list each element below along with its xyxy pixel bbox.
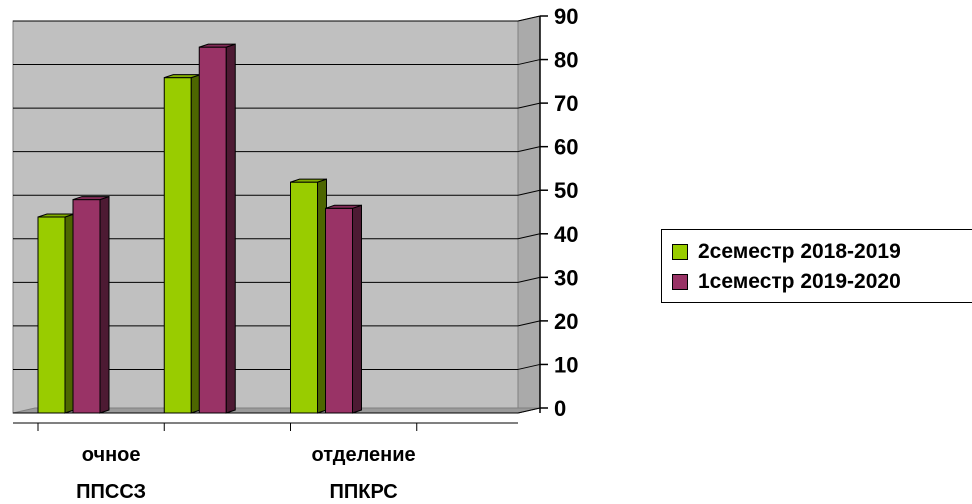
gridline-side bbox=[517, 320, 541, 327]
bar-series-2-1 bbox=[72, 195, 110, 414]
y-tick-label: 70 bbox=[554, 91, 578, 116]
bar-front bbox=[37, 216, 66, 414]
bar-top bbox=[290, 178, 327, 183]
x-category-label: очное bbox=[82, 444, 141, 466]
legend: 2семестр 2018-2019 1семестр 2019-2020 bbox=[661, 229, 972, 303]
bar-front bbox=[72, 199, 101, 414]
bar-series-1-1 bbox=[37, 213, 75, 414]
bar-series-2-2 bbox=[198, 43, 236, 414]
legend-label-series-2: 1семестр 2019-2020 bbox=[698, 270, 901, 293]
x-category-label: ППКРС bbox=[330, 481, 398, 503]
bar-front bbox=[198, 46, 227, 414]
legend-item-series-2: 1семестр 2019-2020 bbox=[672, 270, 901, 294]
y-tick-label: 80 bbox=[554, 48, 578, 73]
y-tick-label: 20 bbox=[554, 309, 578, 334]
y-tick-label: 60 bbox=[554, 135, 578, 160]
gridline-side bbox=[517, 102, 541, 109]
bar-top bbox=[199, 43, 236, 48]
x-category-label: ППССЗ bbox=[76, 481, 146, 503]
bar-series-1-3 bbox=[290, 178, 327, 414]
gridline-side bbox=[517, 189, 541, 196]
bar-front bbox=[325, 207, 353, 414]
gridline-side bbox=[517, 233, 541, 240]
bar-side bbox=[352, 204, 362, 414]
y-tick-label: 0 bbox=[554, 396, 566, 421]
y-tick-label: 10 bbox=[554, 352, 578, 377]
legend-label-series-1: 2семестр 2018-2019 bbox=[698, 240, 901, 263]
bar-series-1-2 bbox=[163, 73, 201, 414]
legend-swatch-series-2 bbox=[672, 274, 688, 290]
gridline-side bbox=[517, 146, 541, 153]
x-category-labels: очное ППССЗ отделение ППКРС bbox=[76, 444, 416, 503]
gridline-side bbox=[517, 363, 541, 370]
y-tick-label: 90 bbox=[554, 4, 578, 29]
gridline-side bbox=[517, 15, 541, 22]
side-wall bbox=[517, 15, 541, 414]
bar-top bbox=[72, 196, 110, 201]
bar-side bbox=[99, 195, 110, 414]
bar-series-2-3 bbox=[325, 204, 362, 414]
legend-swatch-series-1 bbox=[672, 244, 688, 260]
y-tick-label: 50 bbox=[554, 178, 578, 203]
gridline-side bbox=[517, 407, 541, 414]
gridline-side bbox=[517, 59, 541, 66]
bar-top bbox=[325, 204, 362, 209]
y-tick-labels: 0 10 20 30 40 50 60 70 80 90 bbox=[554, 4, 578, 421]
legend-item-series-1: 2семестр 2018-2019 bbox=[672, 240, 901, 264]
gridline-side bbox=[517, 276, 541, 283]
axes bbox=[13, 15, 548, 431]
bar-front bbox=[290, 181, 318, 414]
bar-front bbox=[163, 77, 192, 414]
y-tick-label: 40 bbox=[554, 222, 578, 247]
bar-side bbox=[225, 43, 236, 414]
x-category-label: отделение bbox=[312, 444, 416, 466]
y-tick-label: 30 bbox=[554, 265, 578, 290]
bars bbox=[37, 43, 362, 414]
